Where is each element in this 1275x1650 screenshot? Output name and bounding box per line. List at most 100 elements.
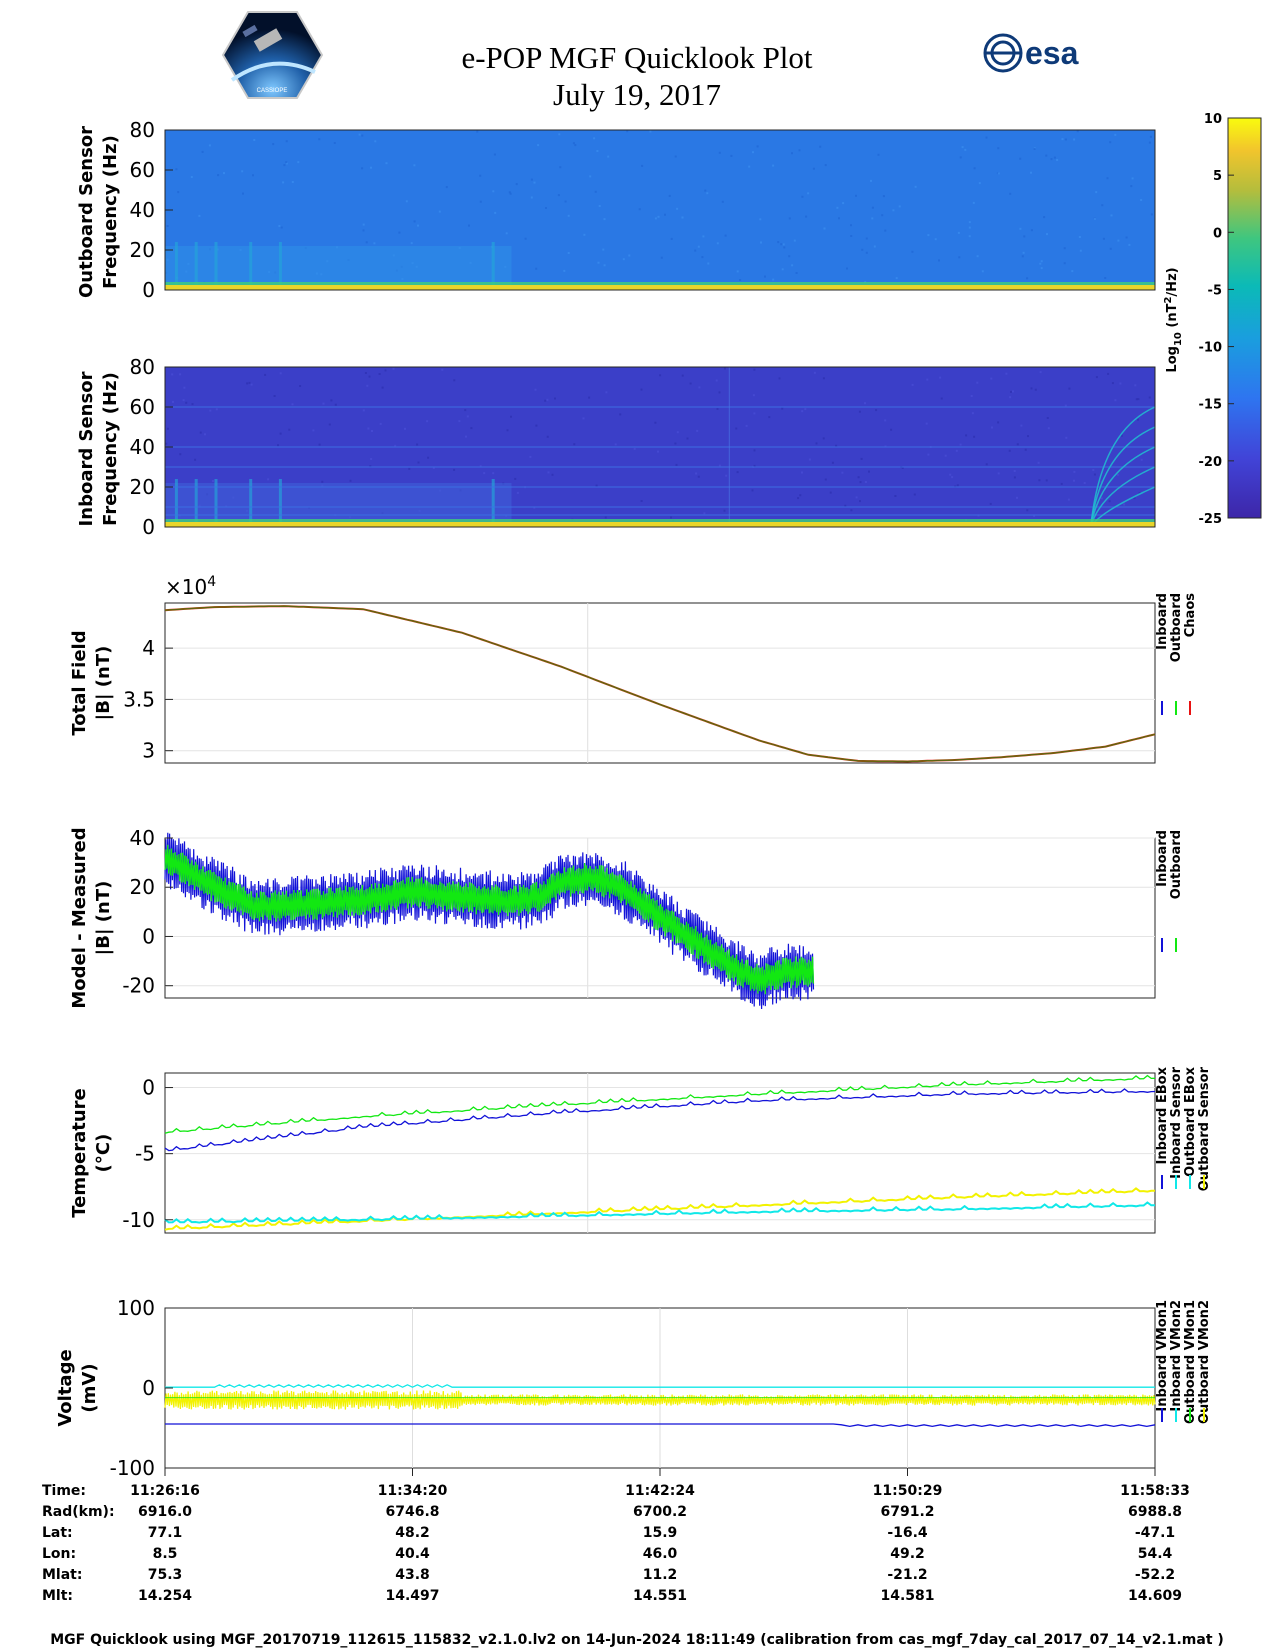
spectrogram-speckle [780, 243, 783, 246]
orbit-cell: 14.581 [880, 1588, 934, 1604]
spectrogram-speckle [735, 427, 738, 430]
y-tick-label: -10 [122, 1208, 155, 1232]
spectrogram-speckle [723, 509, 726, 512]
spectrogram-speckle [374, 140, 377, 143]
spectrogram-speckle [546, 435, 549, 438]
spectrogram-speckle [1033, 147, 1036, 150]
spectrogram-speckle [640, 388, 643, 391]
spectrogram-speckle [976, 381, 979, 384]
orbit-cell: 49.2 [890, 1546, 925, 1562]
orbit-cell: 46.0 [643, 1546, 678, 1562]
spectrogram-speckle [822, 377, 825, 380]
spectrogram-speckle [798, 149, 801, 152]
spectrogram-speckle [603, 218, 606, 221]
spectrogram-speckle [479, 200, 482, 203]
spectrogram-speckle [1039, 262, 1042, 265]
spectrogram-speckle [718, 464, 721, 467]
chirp-curve [1089, 446, 1156, 528]
spectrogram-speckle [515, 183, 518, 186]
spectrogram-speckle [716, 408, 719, 410]
y-tick-label: 20 [130, 475, 155, 499]
colorbar-tick-label: 0 [1213, 226, 1222, 241]
spectrogram-speckle [215, 408, 218, 411]
spectrogram-speckle [721, 200, 724, 203]
dc-band [165, 522, 1155, 527]
spectrogram-speckle [279, 372, 282, 375]
spectrogram-speckle [736, 471, 739, 474]
spectrogram-speckle [426, 420, 429, 423]
spectrogram-speckle [597, 261, 600, 264]
spectrogram-speckle [572, 142, 575, 145]
spectrogram-speckle [1030, 171, 1032, 174]
spectrogram-speckle [534, 388, 537, 391]
spectrogram-speckle [997, 147, 1000, 150]
y-tick-label: 4 [142, 636, 155, 660]
spectrogram-speckle [1150, 213, 1153, 216]
spectrogram-speckle [1053, 156, 1056, 159]
spectrogram-speckle [583, 233, 586, 236]
spectrogram-speckle [492, 472, 495, 475]
spectrogram-speckle [1104, 277, 1107, 279]
spectrogram-speckle [438, 210, 441, 213]
voltage-axis: 100 0 -100 [110, 1296, 173, 1480]
spectrogram-speckle [1040, 260, 1043, 263]
spectrogram-speckle [836, 206, 839, 209]
spectrogram-speckle [959, 156, 962, 159]
spectrogram-speckle [328, 423, 331, 426]
spectrogram-speckle [670, 516, 672, 519]
spectrogram-speckle [1079, 249, 1082, 252]
total-field-ylabel-line2: |B| (nT) [93, 646, 114, 721]
spectrogram-speckle [622, 258, 625, 261]
inboard-line [164, 605, 1156, 763]
spectrogram-speckle [321, 480, 324, 483]
spectrogram-speckle [544, 399, 547, 402]
spectrogram-speckle [1073, 470, 1076, 473]
spectrogram-speckle [603, 264, 606, 267]
orbit-cell: 11:26:16 [130, 1483, 200, 1499]
spectrogram-speckle [696, 429, 699, 432]
spectrogram-speckle [864, 402, 866, 405]
spectrogram-speckle [252, 174, 254, 177]
orbit-cell: -21.2 [887, 1567, 927, 1583]
spectrogram-speckle [535, 267, 538, 270]
spectrogram-speckle [675, 463, 678, 466]
spectrogram-speckle [432, 467, 435, 469]
spectrogram-speckle [1140, 199, 1143, 201]
spectrogram-speckle [1111, 382, 1114, 385]
spectrogram-speckle [291, 181, 294, 183]
legend-label: Chaos [1183, 593, 1198, 637]
spectrogram-speckle [546, 398, 549, 401]
spectrogram-speckle [479, 174, 482, 177]
spectrogram-speckle [782, 243, 785, 246]
orbit-row-label: Rad(km): [42, 1504, 115, 1520]
spectrogram-speckle [1016, 496, 1018, 499]
spectrogram-speckle [981, 270, 984, 273]
spectrogram-speckle [753, 464, 756, 467]
spectrogram-speckle [1130, 185, 1133, 188]
spectrogram-speckle [1149, 135, 1152, 138]
spectrogram-streak [214, 242, 218, 290]
spectrogram-speckle [509, 192, 512, 195]
spectrogram-speckle [253, 139, 256, 141]
orbit-table: Time: Rad(km): Lat: Lon: Mlat: Mlt: 11:26:16 69… [42, 1468, 1190, 1604]
spectrogram-speckle [850, 235, 853, 237]
spectrogram-speckle [1093, 217, 1096, 220]
spectrogram-speckle [686, 437, 689, 440]
spectrogram-speckle [956, 484, 959, 487]
spectrogram-speckle [241, 170, 244, 173]
orbit-cell: 11.2 [643, 1567, 678, 1583]
spectrogram-speckle [723, 367, 726, 370]
legend-label: Inboard [1155, 830, 1170, 887]
spectrogram-speckle [1123, 503, 1126, 506]
orbit-cell: 75.3 [148, 1567, 183, 1583]
spectrogram-speckle [793, 239, 796, 242]
temperature-axis: 0 -5 -10 [122, 1076, 173, 1232]
spectrogram-speckle [859, 481, 862, 484]
spectrogram-speckle [312, 429, 315, 432]
spectrogram-speckle [842, 202, 845, 205]
spectrogram-speckle [697, 475, 700, 478]
spectrogram-speckle [633, 447, 636, 450]
spectrogram-speckle [927, 453, 930, 456]
spectrogram-speckle [492, 190, 495, 193]
spectrogram-speckle [567, 252, 570, 254]
